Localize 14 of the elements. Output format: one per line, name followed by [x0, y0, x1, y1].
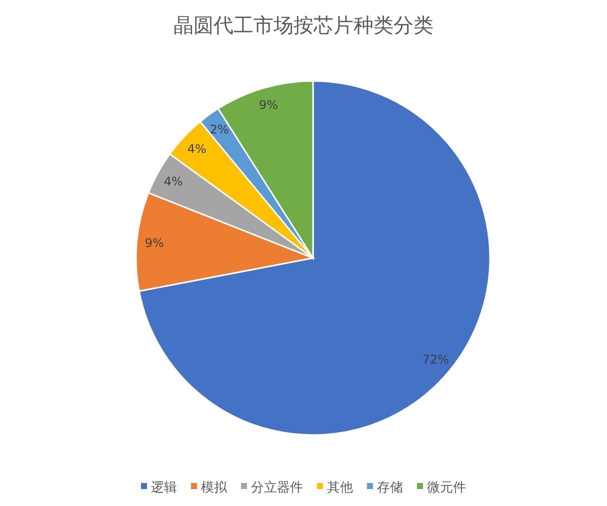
- data-label: 4%: [164, 174, 183, 188]
- data-label: 9%: [259, 98, 278, 112]
- legend-label: 存储: [377, 480, 403, 496]
- data-label: 4%: [187, 142, 206, 156]
- legend-label: 其他: [327, 480, 353, 496]
- legend-label: 逻辑: [151, 480, 177, 496]
- pie-slice: [138, 80, 491, 436]
- chart-title: 晶圆代工市场按芯片种类分类: [174, 13, 434, 37]
- data-label: 2%: [210, 122, 229, 136]
- legend-label: 模拟: [201, 480, 228, 496]
- data-label: 9%: [144, 236, 164, 250]
- legend-label: 微元件: [427, 480, 466, 496]
- legend-label: 分立器件: [251, 480, 303, 496]
- data-label: 72%: [422, 352, 450, 367]
